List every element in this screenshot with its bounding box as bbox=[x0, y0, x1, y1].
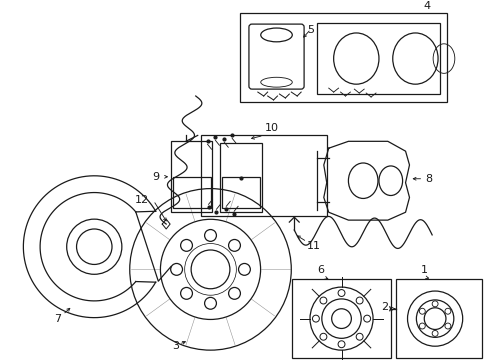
Bar bbox=[220, 143, 261, 212]
Bar bbox=[240, 13, 446, 102]
Bar bbox=[173, 177, 210, 208]
Bar bbox=[316, 23, 439, 94]
Text: 9: 9 bbox=[152, 172, 159, 182]
Text: 1: 1 bbox=[420, 265, 427, 275]
Bar bbox=[292, 279, 390, 358]
Text: 12: 12 bbox=[135, 195, 149, 206]
Bar bbox=[200, 135, 326, 216]
Text: 3: 3 bbox=[172, 341, 179, 351]
Bar bbox=[395, 279, 481, 358]
Text: 4: 4 bbox=[423, 1, 430, 11]
Text: 6: 6 bbox=[317, 265, 324, 275]
Text: 8: 8 bbox=[425, 174, 431, 184]
Bar bbox=[171, 141, 212, 212]
Text: 10: 10 bbox=[264, 123, 278, 134]
Text: 2: 2 bbox=[380, 302, 387, 312]
Text: 11: 11 bbox=[306, 241, 321, 251]
Text: 5: 5 bbox=[306, 25, 313, 35]
Bar bbox=[222, 177, 259, 208]
Text: 7: 7 bbox=[54, 314, 61, 324]
